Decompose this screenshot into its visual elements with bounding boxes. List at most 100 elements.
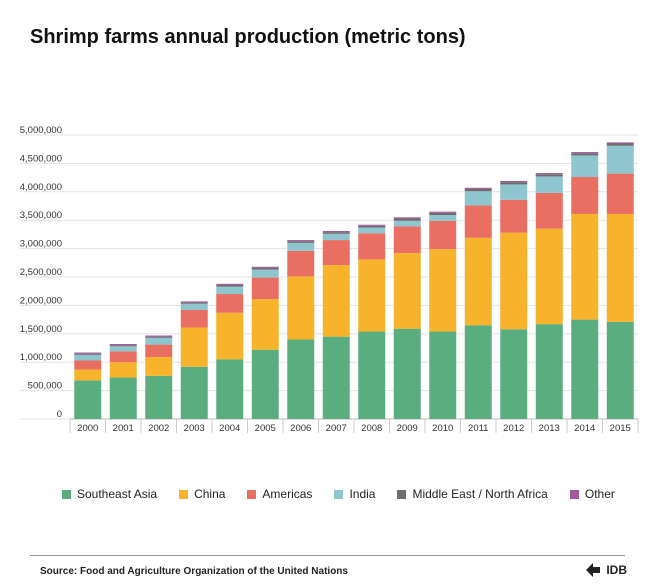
bar-segment [606,173,634,214]
legend-label: Middle East / North Africa [412,487,548,501]
x-tick-label: 2002 [148,423,169,434]
bar-segment [180,303,208,310]
x-tick-label: 2005 [255,423,276,434]
bar-segment [535,192,563,229]
bar-segment [74,354,102,361]
y-tick-label: 5,000,000 [20,125,62,136]
x-tick-label: 2006 [290,423,311,434]
bar-segment [393,226,421,254]
bar-segment [358,224,386,226]
legend-item: Americas [247,487,312,501]
y-tick-label: 1,500,000 [20,324,62,335]
bar-segment [358,227,386,234]
bar-segment [216,284,244,287]
bar-segment [606,143,634,146]
bar-segment [393,217,421,219]
legend-item: Other [569,487,615,501]
y-tick-label: 3,000,000 [20,239,62,250]
bar-segment [500,232,528,330]
legend-label: China [194,487,226,501]
bar-segment [216,312,244,360]
x-tick-label: 2012 [503,423,524,434]
bar-segment [145,336,173,338]
x-tick-label: 2010 [432,423,453,434]
bar-segment [358,233,386,260]
bar-segment [109,345,137,347]
bar-segment [500,182,528,185]
legend-label: India [349,487,376,501]
bar-segment [500,199,528,233]
bar-segment [109,344,137,346]
bar-segment [393,328,421,419]
x-tick-label: 2015 [610,423,631,434]
bar-segment [287,250,315,277]
idb-logo-icon [586,563,601,577]
bar-segment [109,362,137,378]
bar-segment [145,375,173,419]
bar-segment [464,188,492,192]
bar-segment [571,319,599,419]
bar-segment [358,331,386,419]
x-tick-label: 2000 [77,423,98,434]
bar-segment [180,301,208,303]
legend-swatch [179,489,189,499]
x-tick-label: 2014 [574,423,595,434]
x-tick-label: 2013 [539,423,560,434]
bar-segment [322,233,350,241]
bar-segment [74,380,102,419]
bar-segment [606,321,634,419]
bar-segment [535,228,563,325]
legend-swatch [62,489,71,499]
bar-segment [180,366,208,419]
bar-segment [464,325,492,419]
bar-segment [322,240,350,266]
bar-segment [464,191,492,206]
bar-segment [251,269,279,278]
bar-segment [145,344,173,358]
legend-label: Other [584,487,615,501]
bar-segment [180,302,208,304]
y-tick-label: 4,000,000 [20,182,62,193]
bar-segment [251,267,279,270]
chart-area: 0 500,000 1,000,000 1,500,000 2,000,000 2,500… [20,125,639,434]
bar-segment [180,309,208,328]
bar-segment [571,155,599,178]
bar-segment [322,232,350,234]
bar-segment [322,336,350,419]
bar-segment [535,173,563,175]
y-axis-ticks: 0 500,000 1,000,000 1,500,000 2,000,000 2,500… [20,125,62,420]
x-tick-label: 2001 [113,423,134,434]
y-tick-label: 1,000,000 [20,352,62,363]
bar-segment [180,327,208,367]
bar-segment [251,266,279,268]
y-tick-label: 4,500,000 [20,153,62,164]
bar-segment [251,299,279,350]
y-tick-label: 2,500,000 [20,267,62,278]
footer-divider [30,555,625,556]
bar-segment [606,213,634,322]
bar-segment [571,213,599,320]
bar-segment [535,324,563,419]
bar-segment [287,241,315,243]
bar-segment [464,187,492,189]
bar-segment [535,176,563,193]
idb-logo-text: IDB [606,563,627,577]
x-tick-label: 2004 [219,423,240,434]
bars-group [74,142,634,419]
bar-segment [251,349,279,419]
bar-segment [74,360,102,370]
bar-segment [287,339,315,419]
bar-segment [145,357,173,376]
bar-segment [358,225,386,228]
bar-segment [535,174,563,177]
bar-segment [500,181,528,183]
legend: Southeast Asia China Americas India Middle E… [62,487,637,501]
bar-segment [393,253,421,329]
legend-swatch [247,489,257,499]
bar-segment [393,220,421,227]
bar-segment [287,240,315,242]
bar-segment [500,329,528,419]
bar-segment [429,249,457,332]
bar-segment [251,277,279,300]
legend-item: Southeast Asia [62,487,157,501]
